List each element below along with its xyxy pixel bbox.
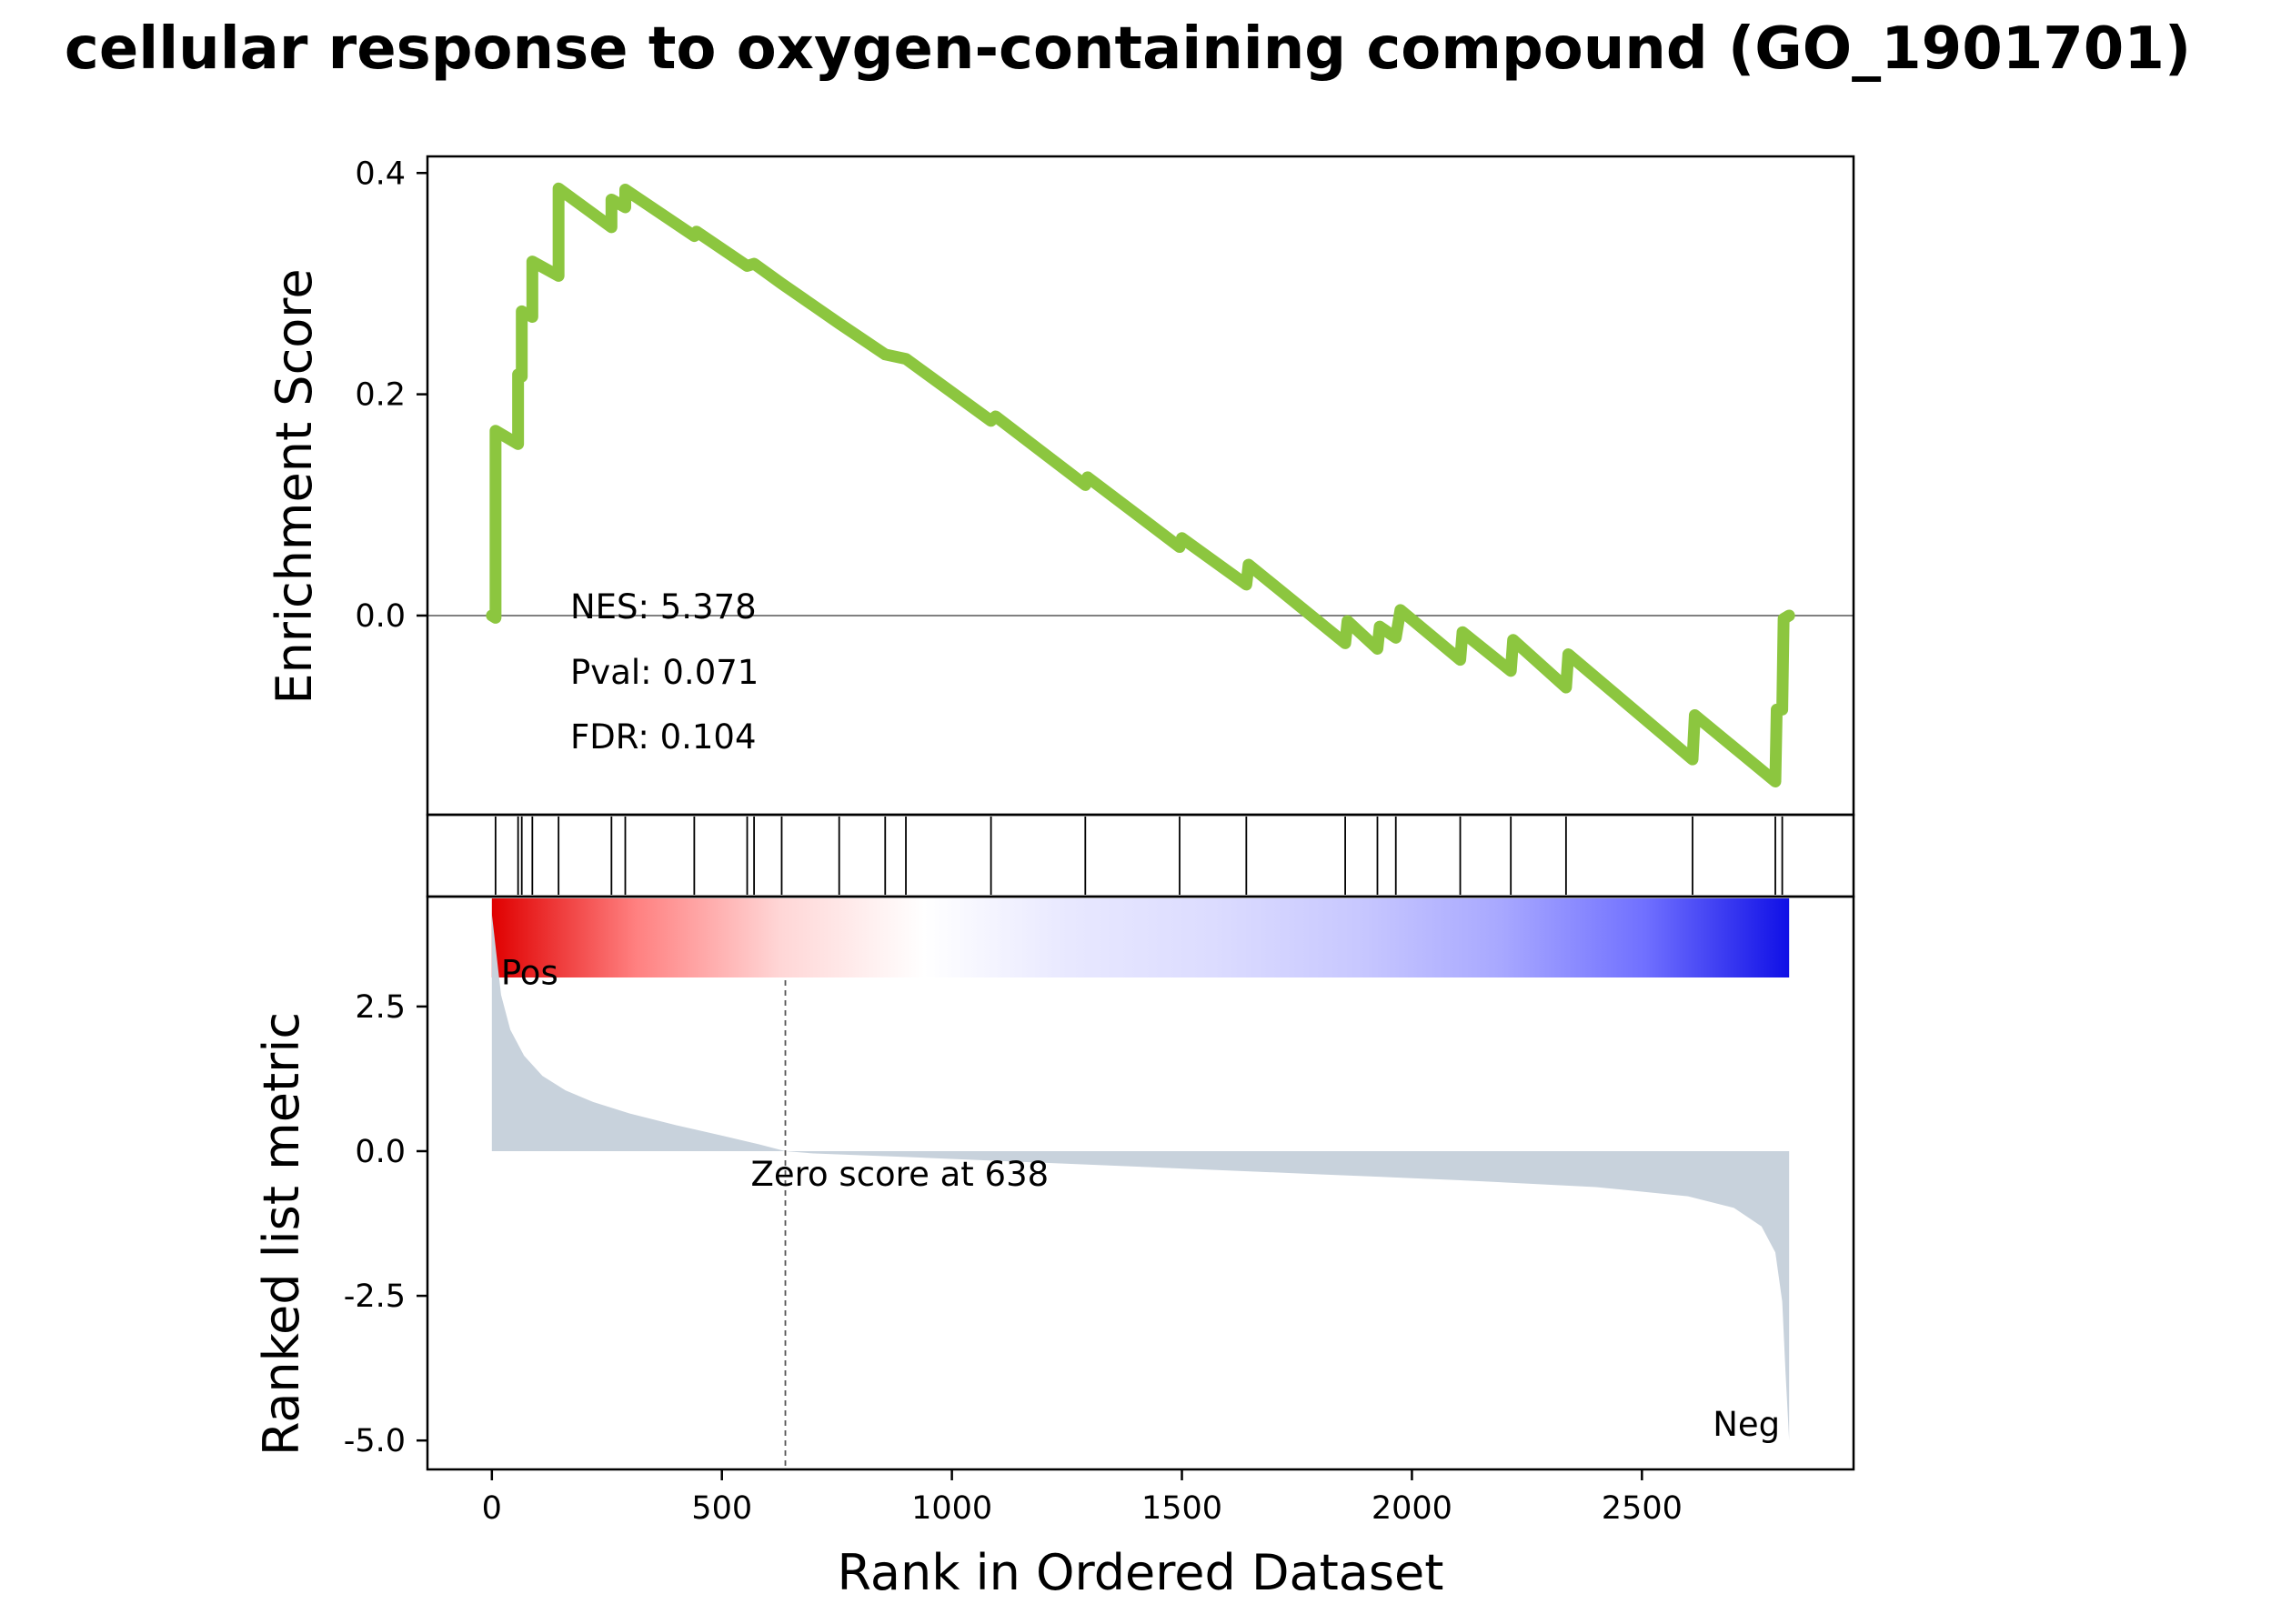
rank-panel-frame <box>426 895 1855 1471</box>
x-tick-label: 2000 <box>1372 1490 1452 1527</box>
es-y-tick-label: 0.4 <box>355 155 406 192</box>
pos-label: Pos <box>501 954 558 993</box>
es-y-tick-label: 0.2 <box>355 377 406 414</box>
rank-colorbar <box>491 898 1790 977</box>
ranked-metric-panel: Zero score at 638 Pos Neg 2.5 0.0 -2.5 -5.0… <box>253 895 1855 1471</box>
x-axis: 0 500 1000 1500 2000 2500 <box>482 1469 1683 1527</box>
fdr-label: FDR: 0.104 <box>570 717 757 757</box>
x-tick-label: 1500 <box>1141 1490 1222 1527</box>
rank-y-tick-label: 2.5 <box>355 989 406 1026</box>
rank-y-tick-label: 0.0 <box>355 1134 406 1170</box>
zero-score-label: Zero score at 638 <box>751 1155 1050 1194</box>
rank-y-axis-label: Ranked list metric <box>253 1012 310 1456</box>
neg-label: Neg <box>1713 1405 1780 1444</box>
x-axis-label: Rank in Ordered Dataset <box>838 1544 1444 1601</box>
hit-ticks-panel <box>426 813 1855 898</box>
enrichment-score-panel: 0.0 0.2 0.4 NES: 5.378 Pval: 0.071 FDR: 0.… <box>266 155 1855 817</box>
es-line <box>486 182 1795 787</box>
chart-title: cellular response to oxygen-containing c… <box>65 15 2191 83</box>
es-y-axis: 0.0 0.2 0.4 <box>355 155 427 635</box>
x-tick-label: 500 <box>691 1490 752 1527</box>
rank-y-tick-label: -5.0 <box>344 1423 406 1459</box>
x-tick-label: 1000 <box>911 1490 992 1527</box>
es-y-tick-label: 0.0 <box>355 598 406 635</box>
rank-y-axis: 2.5 0.0 -2.5 -5.0 <box>344 989 427 1459</box>
es-y-axis-label: Enrichment Score <box>266 268 323 704</box>
x-tick-label: 0 <box>482 1490 502 1527</box>
rank-y-tick-label: -2.5 <box>344 1278 406 1315</box>
hits-panel-frame <box>426 813 1855 898</box>
ranked-metric-area <box>491 914 1790 1441</box>
nes-label: NES: 5.378 <box>570 587 757 627</box>
x-tick-label: 2500 <box>1602 1490 1683 1527</box>
pval-label: Pval: 0.071 <box>570 653 759 692</box>
